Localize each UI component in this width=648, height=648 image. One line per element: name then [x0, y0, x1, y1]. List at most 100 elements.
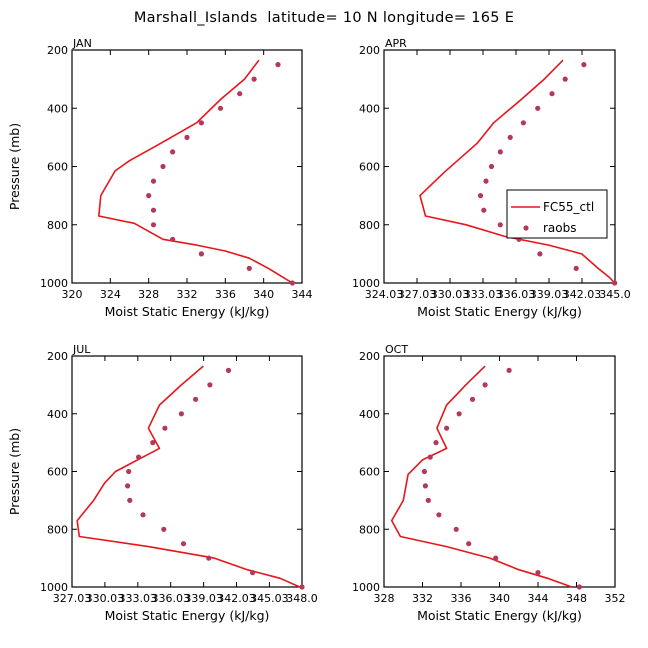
- y-tick-label: 1000: [352, 277, 380, 290]
- data-point: [483, 178, 489, 184]
- data-point: [150, 222, 157, 228]
- data-point: [198, 251, 204, 257]
- x-tick-label: 340: [489, 592, 510, 605]
- legend-marker-swatch: [523, 225, 529, 231]
- x-tick-label: 352: [605, 592, 626, 605]
- data-point: [126, 468, 132, 475]
- y-tick-label: 800: [47, 523, 68, 536]
- data-point: [146, 193, 152, 199]
- data-point: [482, 382, 488, 388]
- data-point: [573, 265, 579, 271]
- data-point: [506, 367, 512, 373]
- data-point: [488, 163, 495, 170]
- y-tick-label: 800: [359, 219, 380, 232]
- x-tick-label: 345.03: [250, 592, 289, 605]
- data-point: [469, 396, 476, 402]
- y-tick-label: 600: [359, 466, 380, 479]
- y-tick-label: 400: [359, 408, 380, 421]
- x-tick-label: 328: [138, 288, 159, 301]
- data-point: [150, 178, 157, 184]
- data-point: [289, 280, 295, 286]
- y-tick-label: 600: [47, 161, 68, 174]
- plot-frame: [71, 355, 303, 588]
- data-point: [136, 454, 142, 460]
- x-axis-label: Moist Static Energy (kJ/kg): [417, 304, 582, 319]
- panel-label: JAN: [72, 37, 92, 50]
- x-tick-label: 336: [451, 592, 472, 605]
- panel-label: JUL: [72, 343, 91, 356]
- x-tick-label: 342.03: [217, 592, 256, 605]
- series-line-FC55_ctl: [98, 59, 293, 284]
- data-point: [275, 62, 281, 68]
- data-point: [180, 541, 187, 547]
- data-point: [436, 512, 442, 518]
- data-point: [162, 425, 168, 431]
- y-tick-label: 800: [47, 219, 68, 232]
- x-tick-label: 344: [292, 288, 313, 301]
- data-point: [184, 134, 190, 140]
- series-line-FC55_ctl: [76, 365, 301, 588]
- x-tick-label: 330.03: [431, 288, 470, 301]
- legend-label-obs: raobs: [543, 221, 577, 235]
- data-point: [150, 440, 156, 446]
- data-point: [537, 251, 543, 257]
- y-axis-label: Pressure (mb): [7, 123, 22, 210]
- x-tick-label: 344: [528, 592, 549, 605]
- x-tick-label: 339.03: [184, 592, 223, 605]
- y-tick-label: 1000: [40, 581, 68, 594]
- x-tick-label: 327.03: [53, 592, 92, 605]
- panel-label: APR: [385, 37, 407, 50]
- panel-apr: APR324.03327.03330.03333.03336.03339.033…: [352, 37, 631, 319]
- x-tick-label: 342.03: [563, 288, 602, 301]
- data-point: [198, 120, 204, 126]
- data-point: [207, 382, 213, 388]
- data-point: [170, 149, 176, 155]
- data-point: [237, 91, 243, 97]
- data-point: [453, 526, 459, 532]
- data-point: [125, 483, 131, 489]
- legend-box: [506, 189, 608, 239]
- data-point: [421, 468, 427, 475]
- data-point: [425, 497, 431, 503]
- x-axis-label: Moist Static Energy (kJ/kg): [105, 304, 270, 319]
- data-point: [507, 134, 513, 140]
- data-point: [535, 105, 541, 111]
- panel-jan: JAN 320 324 328 332 336 340 344 200 400 600 800 1000…: [7, 37, 313, 319]
- panel-oct: OCT 328 332 336 340 344 348 352 200 400 600 800 1000…: [352, 343, 626, 623]
- x-tick-label: 328: [374, 592, 395, 605]
- x-tick-label: 332: [412, 592, 433, 605]
- figure-title: Marshall_Islands latitude= 10 N longitud…: [134, 10, 514, 26]
- data-point: [477, 193, 484, 199]
- panel-jul: JUL327.03330.03333.03336.03339.03342.033…: [7, 343, 318, 623]
- data-point: [225, 367, 232, 373]
- x-tick-label: 340: [253, 288, 274, 301]
- data-point: [433, 440, 439, 446]
- panel-label: OCT: [385, 343, 408, 356]
- data-point: [170, 236, 176, 242]
- data-point: [549, 91, 555, 97]
- x-tick-label: 348.0: [286, 592, 318, 605]
- y-tick-label: 200: [47, 350, 68, 363]
- x-axis-label: Moist Static Energy (kJ/kg): [105, 608, 270, 623]
- data-point: [193, 396, 199, 402]
- data-point: [456, 411, 462, 417]
- data-point: [150, 207, 157, 213]
- x-tick-label: 336: [215, 288, 236, 301]
- data-point: [246, 265, 252, 271]
- data-point: [250, 570, 256, 576]
- x-tick-label: 330.03: [86, 592, 125, 605]
- plot-frame: [383, 49, 616, 284]
- plot-frame: [383, 355, 616, 588]
- data-point: [178, 411, 184, 417]
- data-point: [299, 584, 305, 590]
- data-point: [535, 570, 541, 576]
- data-point: [422, 483, 428, 489]
- y-tick-label: 200: [359, 350, 380, 363]
- x-tick-label: 327.03: [398, 288, 437, 301]
- data-point: [520, 120, 527, 126]
- x-tick-label: 333.03: [464, 288, 503, 301]
- y-tick-label: 1000: [40, 277, 68, 290]
- x-tick-label: 333.03: [119, 592, 158, 605]
